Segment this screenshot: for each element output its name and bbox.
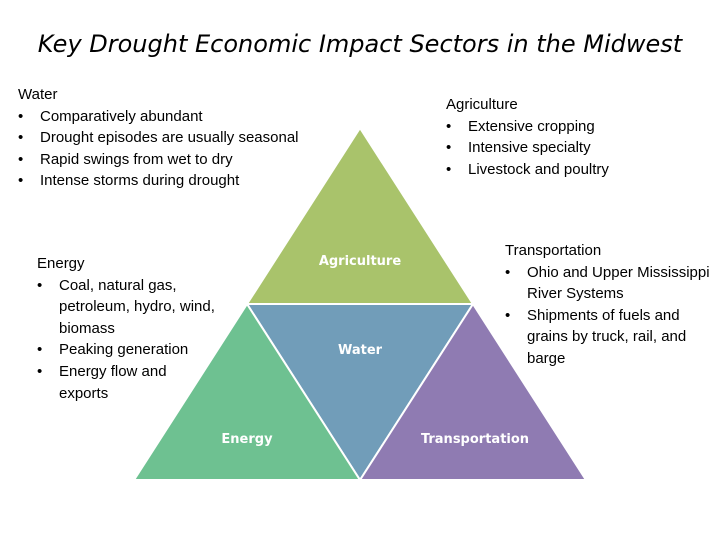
water-text-block: Water Comparatively abundant Drought epi… — [18, 84, 338, 192]
water-triangle-label: Water — [338, 343, 383, 358]
list-item: Livestock and poultry — [446, 159, 706, 181]
energy-text-block: Energy Coal, natural gas, petroleum, hyd… — [37, 253, 217, 404]
list-item: Peaking generation — [37, 339, 217, 361]
list-item: Intense storms during drought — [18, 170, 338, 192]
agriculture-triangle-label: Agriculture — [319, 254, 402, 269]
list-item: Drought episodes are usually seasonal — [18, 127, 338, 149]
transportation-heading: Transportation — [505, 242, 602, 259]
list-item: Shipments of fuels and grains by truck, … — [505, 305, 717, 370]
transportation-list: Ohio and Upper Mississippi River Systems… — [505, 262, 717, 370]
list-item: Extensive cropping — [446, 116, 706, 138]
water-heading: Water — [18, 86, 58, 103]
page-title: Key Drought Economic Impact Sectors in t… — [37, 30, 683, 58]
agriculture-text-block: Agriculture Extensive cropping Intensive… — [446, 94, 706, 180]
transportation-triangle-label: Transportation — [421, 432, 529, 447]
water-list: Comparatively abundant Drought episodes … — [18, 106, 338, 192]
agriculture-heading: Agriculture — [446, 96, 518, 113]
energy-triangle — [133, 303, 361, 481]
list-item: Comparatively abundant — [18, 106, 338, 128]
transportation-text-block: Transportation Ohio and Upper Mississipp… — [505, 240, 717, 370]
transportation-triangle — [359, 303, 587, 481]
list-item: Coal, natural gas, petroleum, hydro, win… — [37, 275, 217, 340]
agriculture-list: Extensive cropping Intensive specialty L… — [446, 116, 706, 181]
energy-list: Coal, natural gas, petroleum, hydro, win… — [37, 275, 217, 405]
list-item: Intensive specialty — [446, 137, 706, 159]
energy-heading: Energy — [37, 255, 85, 272]
energy-triangle-label: Energy — [221, 432, 273, 447]
agriculture-triangle — [246, 127, 474, 305]
list-item: Rapid swings from wet to dry — [18, 149, 338, 171]
list-item: Ohio and Upper Mississippi River Systems — [505, 262, 717, 305]
list-item: Energy flow and exports — [37, 361, 217, 404]
